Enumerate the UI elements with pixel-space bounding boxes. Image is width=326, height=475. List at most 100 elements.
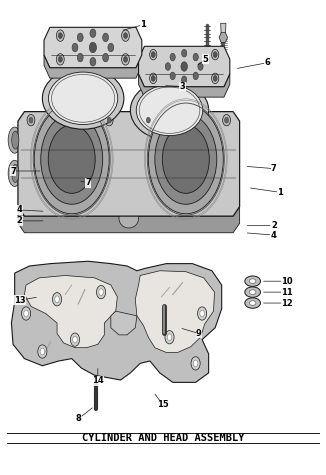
Circle shape [223, 114, 230, 126]
Circle shape [58, 57, 62, 62]
Circle shape [200, 310, 204, 317]
Circle shape [56, 30, 64, 41]
Circle shape [225, 117, 229, 123]
Text: 3: 3 [180, 82, 185, 91]
Text: 4: 4 [17, 206, 22, 214]
Polygon shape [24, 276, 117, 348]
Polygon shape [221, 23, 226, 40]
Ellipse shape [245, 287, 260, 297]
Circle shape [213, 76, 217, 81]
Polygon shape [111, 311, 137, 335]
Ellipse shape [245, 298, 260, 308]
Text: 7: 7 [271, 164, 277, 173]
Circle shape [151, 76, 155, 81]
Circle shape [22, 307, 31, 320]
Circle shape [165, 331, 174, 344]
Circle shape [58, 33, 62, 38]
Circle shape [212, 73, 219, 84]
Circle shape [27, 114, 35, 126]
Circle shape [124, 33, 127, 38]
Polygon shape [139, 47, 230, 86]
Circle shape [150, 73, 157, 84]
Circle shape [150, 49, 157, 60]
Circle shape [48, 125, 95, 193]
Circle shape [146, 117, 150, 123]
Text: 4: 4 [271, 231, 277, 239]
Polygon shape [139, 74, 230, 97]
Circle shape [198, 63, 203, 70]
Circle shape [167, 334, 172, 341]
Circle shape [181, 62, 187, 71]
Polygon shape [18, 207, 240, 233]
Circle shape [212, 49, 219, 60]
Text: 8: 8 [75, 415, 81, 423]
Circle shape [77, 33, 83, 42]
Circle shape [170, 72, 175, 80]
Polygon shape [11, 261, 222, 382]
Text: CYLINDER AND HEAD ASSEMBLY: CYLINDER AND HEAD ASSEMBLY [82, 433, 244, 443]
Circle shape [103, 53, 109, 62]
Circle shape [56, 54, 64, 65]
Circle shape [193, 72, 198, 80]
Circle shape [144, 114, 152, 126]
Ellipse shape [249, 279, 256, 284]
Circle shape [73, 336, 77, 343]
Circle shape [182, 49, 187, 57]
Circle shape [38, 345, 47, 358]
Text: 1: 1 [277, 188, 283, 197]
Polygon shape [135, 271, 215, 352]
Circle shape [89, 42, 96, 53]
Circle shape [24, 310, 28, 317]
Text: 15: 15 [157, 400, 169, 409]
Ellipse shape [245, 276, 260, 286]
Ellipse shape [12, 131, 19, 149]
Circle shape [77, 53, 83, 62]
Circle shape [191, 357, 200, 370]
Circle shape [170, 53, 175, 61]
Text: 6: 6 [264, 58, 270, 67]
Ellipse shape [119, 209, 139, 228]
Circle shape [162, 125, 209, 193]
Circle shape [107, 117, 111, 123]
Polygon shape [219, 33, 228, 42]
Text: 11: 11 [281, 288, 293, 296]
Circle shape [122, 30, 129, 41]
Ellipse shape [130, 80, 209, 140]
Text: 14: 14 [92, 377, 104, 385]
Circle shape [96, 285, 106, 299]
Circle shape [213, 52, 217, 57]
Circle shape [193, 53, 198, 61]
Circle shape [122, 54, 129, 65]
Circle shape [204, 49, 210, 58]
Text: 12: 12 [281, 299, 293, 307]
Ellipse shape [42, 67, 124, 129]
Circle shape [108, 43, 114, 52]
Circle shape [182, 76, 187, 84]
Text: 2: 2 [17, 217, 22, 225]
Polygon shape [44, 27, 142, 68]
Ellipse shape [8, 161, 21, 186]
Ellipse shape [12, 164, 19, 182]
Circle shape [40, 348, 45, 355]
Ellipse shape [8, 127, 21, 153]
Circle shape [193, 360, 198, 367]
Circle shape [99, 289, 103, 295]
Circle shape [72, 43, 78, 52]
Circle shape [124, 57, 127, 62]
Text: 7: 7 [10, 167, 16, 175]
Circle shape [41, 114, 103, 204]
Circle shape [148, 104, 223, 214]
Text: 10: 10 [281, 277, 293, 285]
Text: 7: 7 [85, 179, 91, 187]
Circle shape [105, 114, 113, 126]
Circle shape [198, 307, 207, 320]
Ellipse shape [136, 85, 203, 136]
Circle shape [52, 293, 62, 306]
Circle shape [29, 117, 33, 123]
Ellipse shape [249, 290, 256, 294]
Circle shape [151, 52, 155, 57]
Text: 13: 13 [14, 296, 25, 304]
Circle shape [155, 114, 217, 204]
Circle shape [34, 104, 109, 214]
Text: 1: 1 [141, 20, 146, 29]
